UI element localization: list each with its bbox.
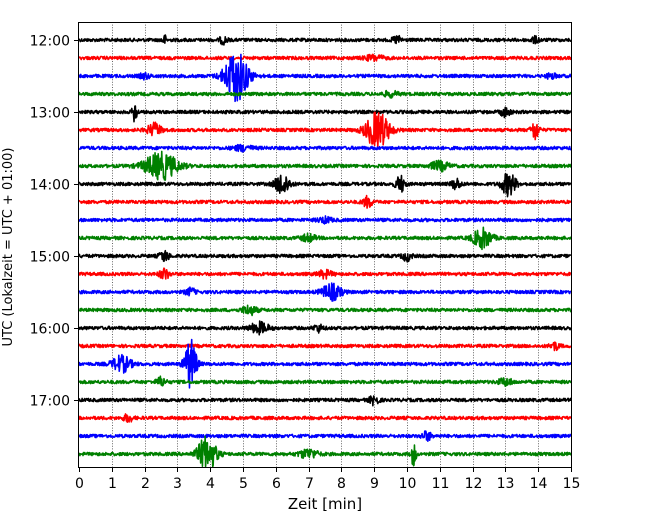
trace-group <box>78 34 572 468</box>
x-tick-label: 13 <box>497 476 515 492</box>
x-tick-label: 3 <box>173 476 182 492</box>
seismogram-trace <box>78 53 572 103</box>
x-tick-label: 12 <box>465 476 483 492</box>
seismogram-trace <box>78 282 572 302</box>
x-tick-label: 10 <box>399 476 417 492</box>
seismogram-trace <box>78 375 572 387</box>
seismogram-trace <box>78 34 572 46</box>
seismogram-trace <box>78 395 572 407</box>
y-tick-label: 13:00 <box>30 106 70 122</box>
seismogram-trace <box>78 105 572 123</box>
seismogram-trace <box>78 341 572 352</box>
seismogram-trace <box>78 150 572 181</box>
x-tick-label: 14 <box>530 476 548 492</box>
x-tick-label: 1 <box>108 476 117 492</box>
x-tick-label: 0 <box>75 476 84 492</box>
x-tick-label: 4 <box>206 476 215 492</box>
x-tick-label: 11 <box>432 476 450 492</box>
plot-frame <box>78 22 572 468</box>
y-tick-label: 12:00 <box>30 34 70 50</box>
seismogram-trace <box>78 430 572 442</box>
x-tick-label: 7 <box>305 476 314 492</box>
seismogram-trace <box>78 194 572 209</box>
x-tick-label: 9 <box>370 476 379 492</box>
x-axis-label: Zeit [min] <box>288 495 362 513</box>
y-axis-ticks: 12:00 13:00 14:00 15:00 16:00 17:00 <box>30 34 79 410</box>
x-tick-label: 6 <box>272 476 281 492</box>
x-axis-ticks: 0 1 2 3 4 5 6 7 8 9 10 11 12 13 14 15 <box>75 467 580 492</box>
seismogram-trace <box>78 173 572 198</box>
seismogram-trace <box>78 413 572 424</box>
x-tick-label: 2 <box>141 476 150 492</box>
x-tick-label: 8 <box>337 476 346 492</box>
y-tick-label: 15:00 <box>30 250 70 266</box>
seismogram-trace <box>78 249 572 263</box>
seismogram-trace <box>78 435 572 468</box>
seismogram-trace <box>78 111 572 149</box>
seismogram-trace <box>78 226 572 251</box>
seismogram-trace <box>78 89 572 99</box>
seismogram-trace <box>78 215 572 225</box>
y-tick-label: 16:00 <box>30 322 70 338</box>
seismogram-trace <box>78 304 572 317</box>
seismogram-trace <box>78 143 572 153</box>
seismogram-trace <box>78 320 572 336</box>
y-tick-label: 17:00 <box>30 394 70 410</box>
y-tick-label: 14:00 <box>30 178 70 194</box>
seismogram-trace <box>78 53 572 63</box>
x-tick-label: 15 <box>563 476 581 492</box>
y-axis-label: UTC (Lokalzeit = UTC + 01:00) <box>1 148 16 347</box>
seismogram-trace <box>78 267 572 280</box>
seismogram-trace <box>78 338 572 389</box>
x-tick-label: 5 <box>239 476 248 492</box>
